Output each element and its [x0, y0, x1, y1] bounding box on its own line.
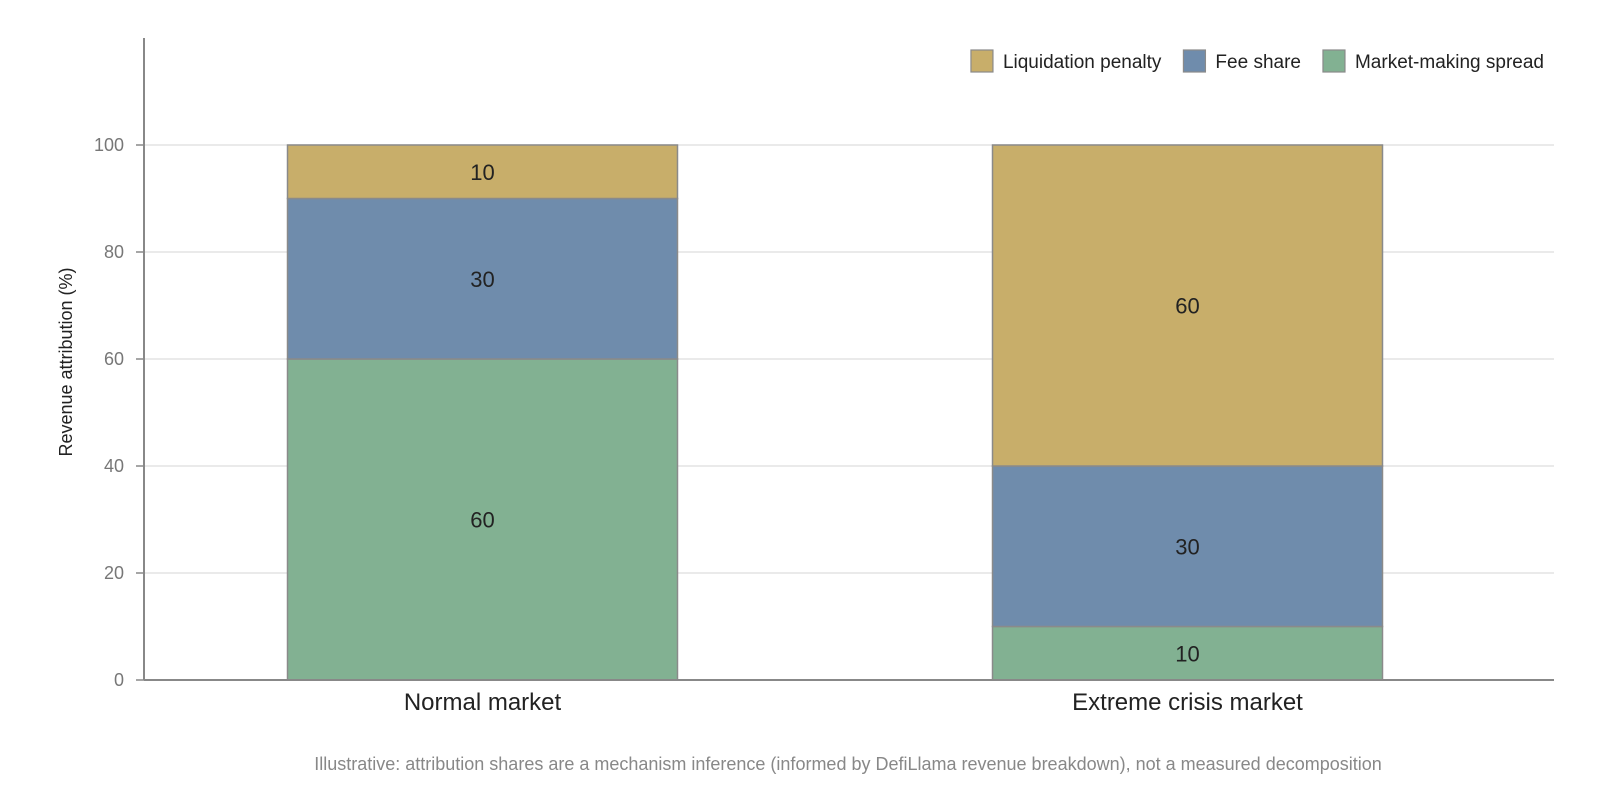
legend-label: Market-making spread	[1355, 52, 1544, 73]
x-category-label: Normal market	[404, 689, 562, 716]
bar-segment	[286, 197, 679, 360]
bar-value-label: 60	[1175, 294, 1199, 319]
y-tick-labels: 0 20 40 60 80 100	[94, 135, 144, 690]
bar-segment	[286, 358, 679, 681]
legend-swatch	[970, 49, 994, 73]
legend-label: Liquidation penalty	[1003, 52, 1162, 73]
legend-label: Fee share	[1215, 52, 1301, 73]
bar-value-label: 30	[470, 267, 494, 292]
legend: Liquidation penalty Fee share Market-makin…	[970, 49, 1544, 73]
y-tick-label: 0	[114, 670, 124, 690]
legend-swatch	[1182, 49, 1207, 73]
bar-value-label: 60	[470, 508, 494, 533]
bars: 60 30 10 10 30 60	[286, 144, 1384, 681]
x-category-label: Extreme crisis market	[1072, 689, 1303, 716]
bar-segment	[991, 144, 1384, 467]
y-tick-label: 100	[94, 135, 124, 155]
footnote: Illustrative: attribution shares are a m…	[314, 754, 1382, 774]
legend-swatch	[1322, 49, 1346, 73]
y-tick-label: 80	[104, 242, 124, 262]
bar-value-label: 10	[1175, 641, 1199, 666]
bar-value-label: 30	[1175, 534, 1199, 559]
y-axis-label: Revenue attribution (%)	[56, 267, 76, 456]
y-tick-label: 40	[104, 456, 124, 476]
bar-value-label: 10	[470, 160, 494, 185]
y-tick-label: 60	[104, 349, 124, 369]
x-category-labels: Normal market Extreme crisis market	[404, 689, 1303, 716]
bar-segment	[286, 144, 679, 200]
y-tick-label: 20	[104, 563, 124, 583]
